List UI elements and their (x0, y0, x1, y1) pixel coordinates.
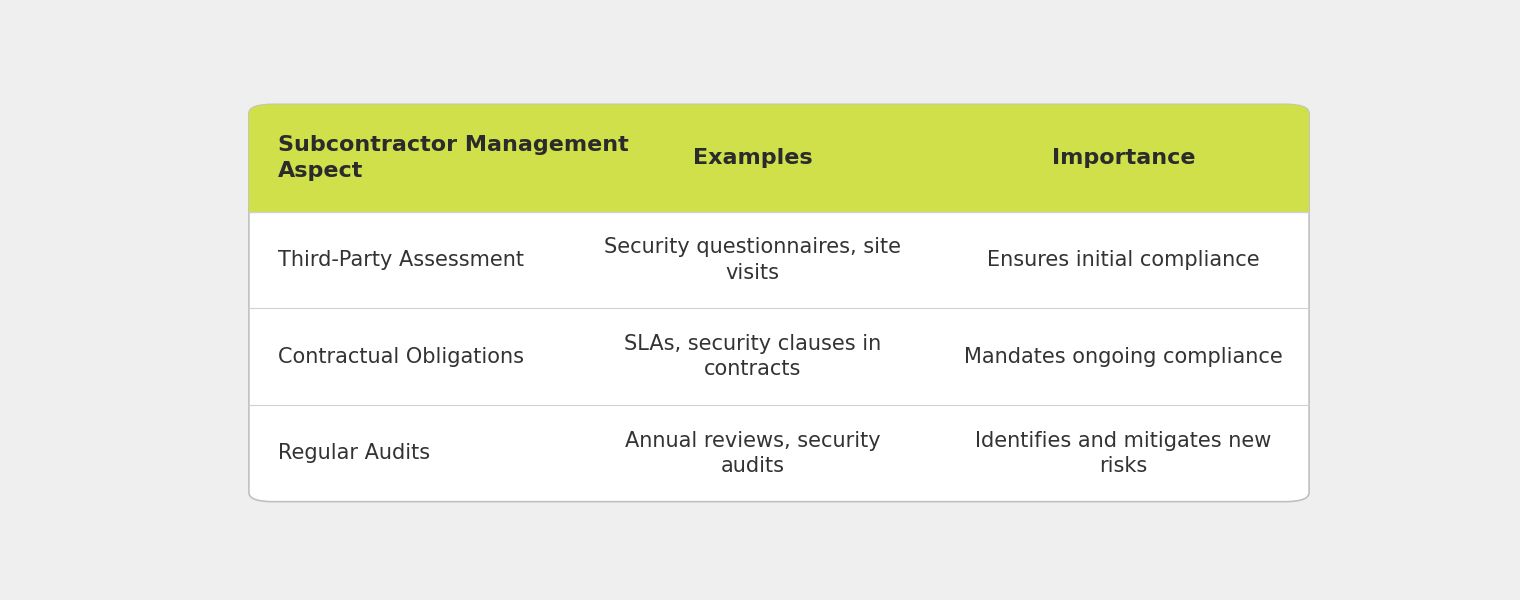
Text: Mandates ongoing compliance: Mandates ongoing compliance (964, 347, 1283, 367)
Text: Annual reviews, security
audits: Annual reviews, security audits (625, 431, 880, 476)
Text: Security questionnaires, site
visits: Security questionnaires, site visits (603, 237, 901, 283)
Text: Subcontractor Management
Aspect: Subcontractor Management Aspect (278, 135, 629, 181)
Text: Examples: Examples (693, 148, 812, 168)
Bar (249, 193, 1309, 212)
Text: Importance: Importance (1052, 148, 1195, 168)
FancyBboxPatch shape (249, 104, 1309, 212)
FancyBboxPatch shape (249, 104, 1309, 502)
Text: Identifies and mitigates new
risks: Identifies and mitigates new risks (976, 431, 1272, 476)
Text: Ensures initial compliance: Ensures initial compliance (988, 250, 1260, 270)
Text: Regular Audits: Regular Audits (278, 443, 430, 463)
Text: SLAs, security clauses in
contracts: SLAs, security clauses in contracts (623, 334, 882, 379)
Text: Third-Party Assessment: Third-Party Assessment (278, 250, 524, 270)
Text: Contractual Obligations: Contractual Obligations (278, 347, 524, 367)
